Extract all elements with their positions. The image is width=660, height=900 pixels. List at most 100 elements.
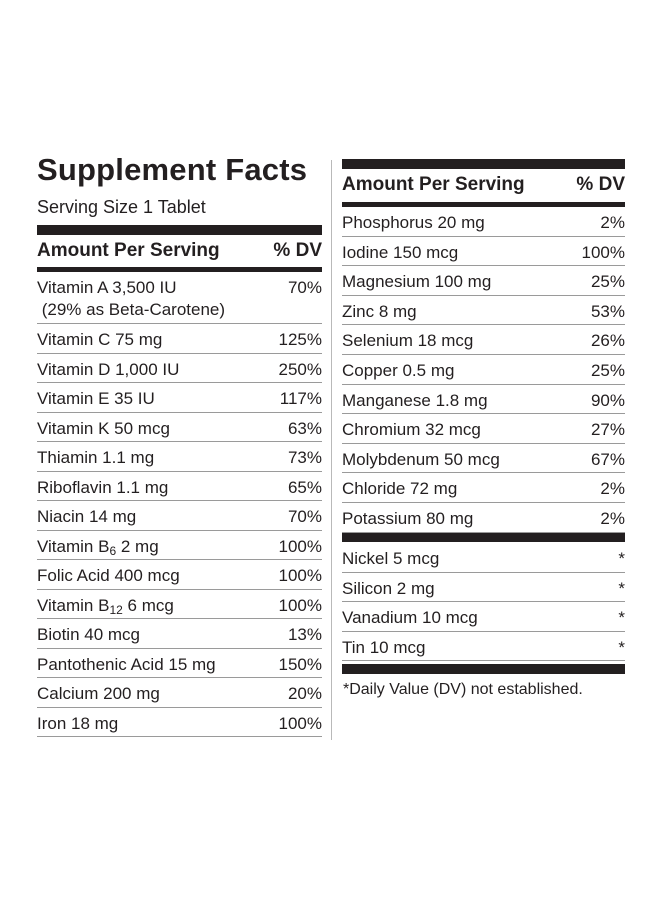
nutrient-name: Silicon 2 mg xyxy=(342,578,435,598)
nutrient-dv: * xyxy=(618,637,625,657)
nutrient-name: Molybdenum 50 mcg xyxy=(342,449,500,469)
nutrient-dv: 25% xyxy=(590,272,625,292)
nutrient-dv: 70% xyxy=(287,507,322,526)
nutrient-dv: 2% xyxy=(600,479,625,499)
thick-rule-mid-right xyxy=(342,533,625,542)
nutrient-dv: 25% xyxy=(590,361,625,380)
nutrient-row: Selenium 18 mcg 26% xyxy=(342,325,625,355)
nutrient-row: Pantothenic Acid 15 mg 150% xyxy=(37,649,322,678)
nutrient-row: Phosphorus 20 mg 2% xyxy=(342,207,625,237)
nutrient-row: Copper 0.5 mg 25% xyxy=(342,355,625,385)
nutrient-row: Silicon 2 mg * xyxy=(342,573,625,602)
nutrient-dv: 100% xyxy=(581,242,625,262)
nutrient-row: Chloride 72 mg 2% xyxy=(342,473,625,503)
nutrient-dv: 100% xyxy=(278,595,322,615)
nutrient-dv: 73% xyxy=(287,448,322,467)
nutrient-dv: 2% xyxy=(600,213,625,232)
nutrient-name: Tin 10 mcg xyxy=(342,637,426,657)
nutrient-row: Niacin 14 mg 70% xyxy=(37,501,322,531)
nutrient-name: Chloride 72 mg xyxy=(342,479,458,499)
nutrient-name: Pantothenic Acid 15 mg xyxy=(37,654,216,674)
nutrient-name: Vitamin K 50 mcg xyxy=(37,418,170,438)
nutrient-name: Chromium 32 mcg xyxy=(342,420,481,440)
thick-rule-bottom-right xyxy=(342,664,625,674)
nutrient-name: Vitamin C 75 mg xyxy=(37,330,163,349)
rule-under-header-left xyxy=(37,267,322,272)
nutrient-row: Manganese 1.8 mg 90% xyxy=(342,385,625,415)
nutrient-row: Nickel 5 mcg * xyxy=(342,543,625,573)
nutrient-dv: 90% xyxy=(590,390,625,410)
nutrient-name: Phosphorus 20 mg xyxy=(342,213,485,232)
footnote: *Daily Value (DV) not established. xyxy=(343,681,583,698)
nutrient-name: Vitamin B12 6 mcg xyxy=(37,595,174,617)
nutrient-dv: 2% xyxy=(600,509,625,528)
nutrient-dv: 70% xyxy=(287,278,322,297)
nutrient-row: Vitamin D 1,000 IU 250% xyxy=(37,354,322,383)
nutrient-row: Vitamin C 75 mg 125% xyxy=(37,324,322,354)
right-header-amount: Amount Per Serving xyxy=(342,174,525,195)
panel-title: Supplement Facts xyxy=(37,152,308,187)
nutrient-dv: 100% xyxy=(278,713,322,733)
nutrient-row: Molybdenum 50 mcg 67% xyxy=(342,444,625,474)
nutrient-dv: * xyxy=(618,549,625,568)
nutrient-dv: * xyxy=(618,578,625,598)
nutrient-name: Thiamin 1.1 mg xyxy=(37,448,155,467)
nutrient-row: Folic Acid 400 mcg 100% xyxy=(37,560,322,590)
nutrient-dv: 250% xyxy=(278,359,322,379)
nutrient-row: Vanadium 10 mcg * xyxy=(342,602,625,632)
nutrient-name: Vitamin E 35 IU xyxy=(37,389,155,408)
nutrient-row: Iodine 150 mcg 100% xyxy=(342,237,625,267)
nutrient-row: Magnesium 100 mg 25% xyxy=(342,266,625,296)
rule-under-header-right xyxy=(342,202,625,207)
nutrient-name: Magnesium 100 mg xyxy=(342,272,492,292)
nutrient-row: Chromium 32 mcg 27% xyxy=(342,414,625,444)
nutrient-name: Selenium 18 mcg xyxy=(342,331,474,351)
nutrient-row: Biotin 40 mcg 13% xyxy=(37,619,322,649)
nutrient-name: Zinc 8 mg xyxy=(342,301,417,321)
nutrient-row: Vitamin A 3,500 IU (29% as Beta-Carotene… xyxy=(37,272,322,324)
nutrient-name: Potassium 80 mg xyxy=(342,509,474,528)
nutrient-row: Vitamin B6 2 mg 100% xyxy=(37,531,322,560)
serving-size: Serving Size 1 Tablet xyxy=(37,197,206,217)
nutrient-row: Tin 10 mcg * xyxy=(342,632,625,661)
nutrient-dv: 100% xyxy=(278,566,322,585)
nutrient-name: Biotin 40 mcg xyxy=(37,625,140,644)
right-header-dv: % DV xyxy=(576,174,625,195)
nutrient-row: Iron 18 mg 100% xyxy=(37,708,322,737)
nutrient-dv: 53% xyxy=(590,301,625,321)
nutrient-row: Vitamin K 50 mcg 63% xyxy=(37,413,322,442)
nutrient-name: Vitamin D 1,000 IU xyxy=(37,359,180,379)
nutrient-name: Iodine 150 mcg xyxy=(342,242,459,262)
nutrient-name: Iron 18 mg xyxy=(37,713,119,733)
column-divider xyxy=(331,160,332,740)
left-header-amount: Amount Per Serving xyxy=(37,240,220,261)
nutrient-dv: 13% xyxy=(287,625,322,644)
nutrient-name: Copper 0.5 mg xyxy=(342,361,455,380)
left-header: Amount Per Serving % DV xyxy=(37,237,322,265)
nutrient-row: Riboflavin 1.1 mg 65% xyxy=(37,472,322,501)
nutrient-name: Vitamin B6 2 mg xyxy=(37,536,159,558)
thick-rule-top-left xyxy=(37,225,322,235)
nutrient-dv: 125% xyxy=(278,330,322,349)
nutrient-dv: 26% xyxy=(590,331,625,351)
left-header-dv: % DV xyxy=(273,240,322,261)
nutrient-row: Calcium 200 mg 20% xyxy=(37,678,322,708)
nutrient-name: Calcium 200 mg xyxy=(37,684,160,703)
nutrient-dv: 150% xyxy=(278,654,322,674)
nutrient-row: Potassium 80 mg 2% xyxy=(342,503,625,533)
nutrient-name: Vitamin A 3,500 IU (29% as Beta-Carotene… xyxy=(37,278,226,319)
nutrient-row: Thiamin 1.1 mg 73% xyxy=(37,442,322,472)
nutrient-dv: 65% xyxy=(287,477,322,497)
nutrient-dv: 27% xyxy=(590,420,625,440)
thick-rule-top-right xyxy=(342,159,625,169)
nutrient-row: Zinc 8 mg 53% xyxy=(342,296,625,326)
nutrient-dv: 100% xyxy=(278,536,322,556)
nutrient-dv: 117% xyxy=(279,389,322,408)
nutrient-dv: 67% xyxy=(590,449,625,469)
nutrient-row: Vitamin E 35 IU 117% xyxy=(37,383,322,413)
nutrient-name: Vanadium 10 mcg xyxy=(342,608,478,627)
nutrient-name: Niacin 14 mg xyxy=(37,507,137,526)
nutrient-name: Nickel 5 mcg xyxy=(342,549,440,568)
nutrient-name: Riboflavin 1.1 mg xyxy=(37,477,169,497)
nutrient-name: Folic Acid 400 mcg xyxy=(37,566,180,585)
